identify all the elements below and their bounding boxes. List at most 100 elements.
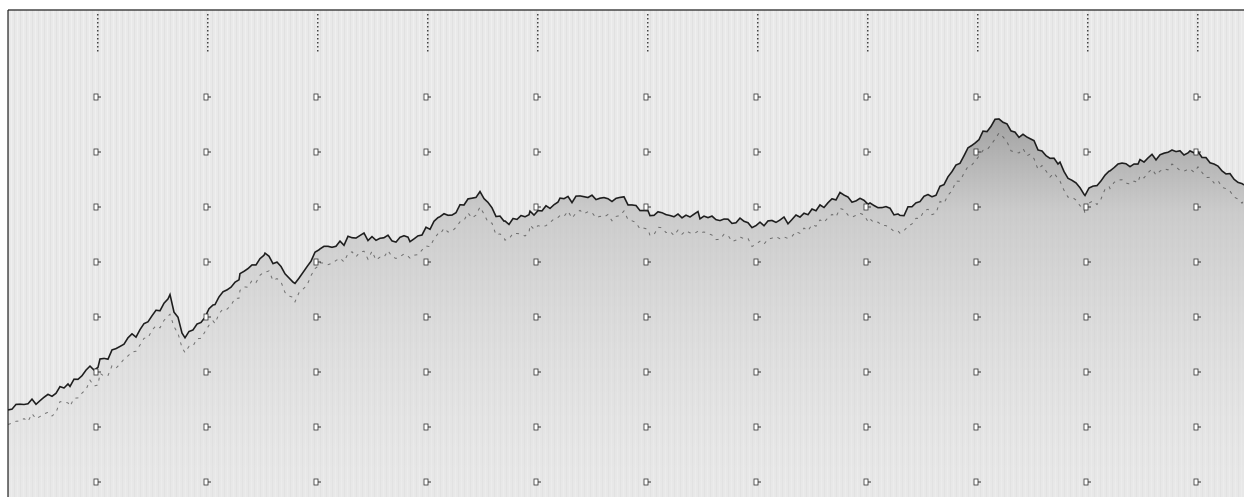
depth-dot <box>207 46 209 48</box>
marker <box>204 259 208 265</box>
depth-dot <box>537 46 539 48</box>
depth-dot <box>977 38 979 40</box>
marker <box>314 149 318 155</box>
marker <box>864 94 868 100</box>
depth-dot <box>1197 42 1199 44</box>
marker <box>204 204 208 210</box>
depth-dot <box>537 26 539 28</box>
depth-dot <box>1087 26 1089 28</box>
marker <box>424 94 428 100</box>
marker <box>754 94 758 100</box>
marker <box>974 94 978 100</box>
depth-dot <box>427 14 429 16</box>
depth-dot <box>317 38 319 40</box>
depth-dot <box>207 14 209 16</box>
depth-dot <box>427 18 429 20</box>
depth-dot <box>207 22 209 24</box>
marker <box>534 424 538 430</box>
marker <box>424 369 428 375</box>
marker <box>974 369 978 375</box>
marker <box>644 314 648 320</box>
marker <box>1194 204 1198 210</box>
depth-dot <box>757 22 759 24</box>
depth-dot <box>427 26 429 28</box>
marker <box>424 424 428 430</box>
depth-dot <box>647 46 649 48</box>
depth-dot <box>207 34 209 36</box>
depth-dot <box>1087 46 1089 48</box>
marker <box>424 204 428 210</box>
marker <box>864 149 868 155</box>
depth-dot <box>647 22 649 24</box>
depth-dot <box>427 46 429 48</box>
depth-dot <box>647 26 649 28</box>
depth-dot <box>1197 50 1199 52</box>
depth-dot <box>537 38 539 40</box>
depth-dot <box>647 14 649 16</box>
marker <box>974 314 978 320</box>
depth-dot <box>537 18 539 20</box>
marker <box>94 314 98 320</box>
depth-dot <box>867 38 869 40</box>
marker <box>534 94 538 100</box>
depth-dot <box>647 18 649 20</box>
marker <box>974 204 978 210</box>
marker <box>1194 424 1198 430</box>
marker <box>1084 424 1088 430</box>
depth-dot <box>537 14 539 16</box>
depth-dot <box>867 34 869 36</box>
depth-dot <box>317 34 319 36</box>
marker <box>864 314 868 320</box>
depth-dot <box>97 26 99 28</box>
depth-dot <box>1197 14 1199 16</box>
depth-dot <box>757 42 759 44</box>
marker <box>204 94 208 100</box>
depth-dot <box>647 38 649 40</box>
depth-dot <box>427 42 429 44</box>
depth-dot <box>757 34 759 36</box>
depth-dot <box>537 50 539 52</box>
marker <box>204 369 208 375</box>
depth-dot <box>97 46 99 48</box>
marker <box>94 204 98 210</box>
depth-dot <box>977 34 979 36</box>
depth-dot <box>537 34 539 36</box>
depth-dot <box>1087 18 1089 20</box>
depth-dot <box>1087 14 1089 16</box>
marker <box>314 94 318 100</box>
depth-dot <box>97 42 99 44</box>
marker <box>94 369 98 375</box>
depth-dot <box>1197 30 1199 32</box>
marker <box>424 314 428 320</box>
depth-dot <box>97 18 99 20</box>
depth-dot <box>867 26 869 28</box>
marker <box>974 149 978 155</box>
marker <box>644 149 648 155</box>
depth-dot <box>757 14 759 16</box>
depth-dot <box>1197 22 1199 24</box>
marker <box>1084 479 1088 485</box>
depth-dot <box>537 30 539 32</box>
marker <box>314 369 318 375</box>
depth-dot <box>207 26 209 28</box>
depth-dot <box>317 42 319 44</box>
depth-dot <box>1087 22 1089 24</box>
marker <box>864 204 868 210</box>
depth-dot <box>647 30 649 32</box>
marker <box>1194 94 1198 100</box>
depth-dot <box>97 38 99 40</box>
marker <box>644 424 648 430</box>
marker <box>644 479 648 485</box>
depth-dot <box>977 14 979 16</box>
marker <box>1084 369 1088 375</box>
depth-dot <box>757 18 759 20</box>
marker <box>94 149 98 155</box>
depth-dot <box>317 30 319 32</box>
depth-dot <box>97 14 99 16</box>
depth-dot <box>867 30 869 32</box>
marker <box>644 204 648 210</box>
marker <box>534 369 538 375</box>
depth-dot <box>1087 42 1089 44</box>
depth-dot <box>97 30 99 32</box>
marker <box>1084 149 1088 155</box>
